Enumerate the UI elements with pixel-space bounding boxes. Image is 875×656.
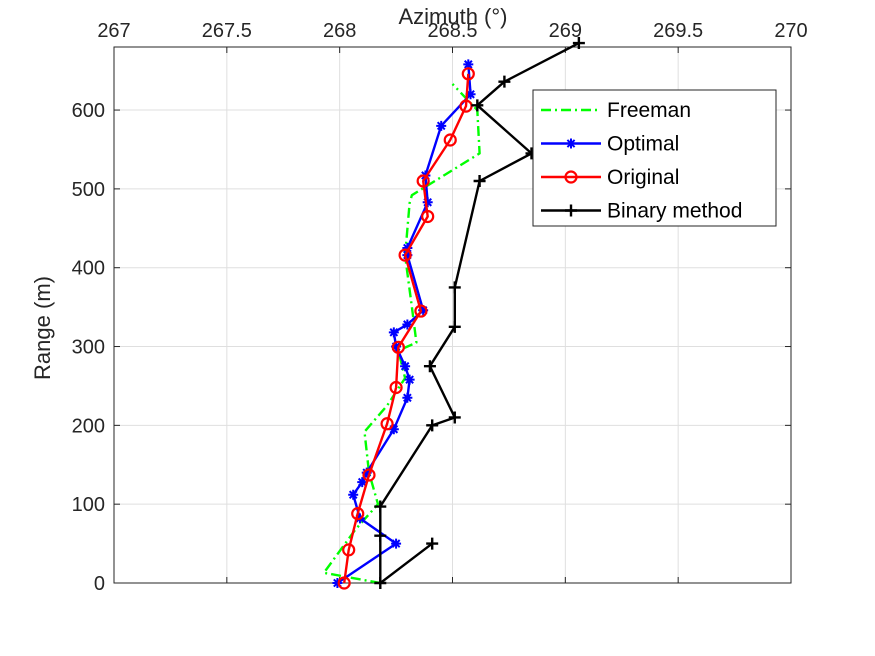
data-point [388, 424, 399, 435]
x-axis-title: Azimuth (°) [398, 4, 507, 29]
data-point [380, 417, 394, 431]
data-point [342, 543, 356, 557]
data-point [402, 250, 413, 261]
data-point [404, 374, 415, 385]
x-tick-label: 268.5 [427, 20, 477, 42]
data-point [374, 529, 387, 542]
data-point [348, 489, 359, 500]
data-point [402, 319, 413, 330]
data-point [402, 243, 413, 253]
tick-labels: 267 267.5 268 268.5 269 269.5 270 0 100 200 300 400… [72, 20, 808, 595]
y-tick-label: 200 [72, 415, 105, 437]
legend-label: Original [607, 166, 679, 189]
y-tick-label: 100 [72, 494, 105, 516]
legend: Freeman Optimal Original Binary method [532, 89, 777, 227]
x-tick-label: 268 [323, 20, 356, 42]
data-point [332, 578, 343, 588]
legend-marker [565, 204, 577, 217]
y-tick-label: 600 [72, 100, 105, 122]
data-point [448, 411, 461, 424]
data-point [443, 133, 457, 147]
data-point [572, 37, 585, 50]
x-tick-label: 267.5 [202, 20, 252, 42]
y-tick-label: 300 [72, 337, 105, 359]
data-point [448, 281, 461, 294]
data-point [416, 174, 430, 188]
data-point [388, 327, 399, 338]
data-point [498, 75, 511, 88]
series-original [337, 67, 475, 590]
data-point [374, 577, 387, 589]
data-point [426, 419, 439, 432]
y-tick-label: 0 [94, 573, 105, 595]
data-point [471, 99, 484, 112]
data-point [465, 89, 476, 100]
series-layer [322, 37, 585, 590]
data-point [426, 537, 439, 550]
data-point [391, 538, 402, 549]
data-point [402, 392, 413, 403]
series-freeman [322, 83, 481, 585]
data-point [461, 67, 475, 81]
x-tick-label: 269.5 [653, 20, 703, 42]
data-point [463, 59, 474, 70]
legend-label: Binary method [607, 200, 742, 223]
data-point [362, 468, 376, 482]
y-tick-label: 400 [72, 258, 105, 280]
legend-label: Freeman [607, 99, 691, 122]
data-point [414, 304, 428, 318]
legend-box [532, 89, 777, 227]
data-point [473, 175, 486, 187]
y-tick-label: 500 [72, 179, 105, 201]
data-point [361, 467, 372, 478]
data-point [389, 380, 403, 395]
series-line [322, 83, 481, 585]
data-point [423, 360, 436, 373]
x-tick-label: 267 [97, 20, 130, 42]
data-point [391, 340, 405, 354]
data-point [421, 209, 435, 224]
legend-marker [564, 170, 578, 184]
data-point [374, 500, 387, 513]
x-tick-label: 269 [549, 20, 582, 42]
data-point [391, 341, 402, 352]
data-point [422, 197, 433, 208]
legend-marker [566, 138, 576, 149]
data-point [436, 120, 447, 131]
y-axis-title: Range (m) [30, 276, 55, 380]
data-point [418, 305, 429, 316]
x-tick-label: 270 [774, 20, 807, 42]
series-line [343, 73, 470, 584]
axis-ticks [113, 47, 792, 584]
series-binary-method [374, 37, 585, 589]
data-point [400, 361, 411, 372]
data-point [448, 320, 461, 333]
data-point [351, 507, 365, 521]
data-point [337, 576, 351, 590]
data-point [357, 477, 368, 488]
legend-label: Optimal [607, 133, 679, 156]
data-point [398, 248, 412, 262]
